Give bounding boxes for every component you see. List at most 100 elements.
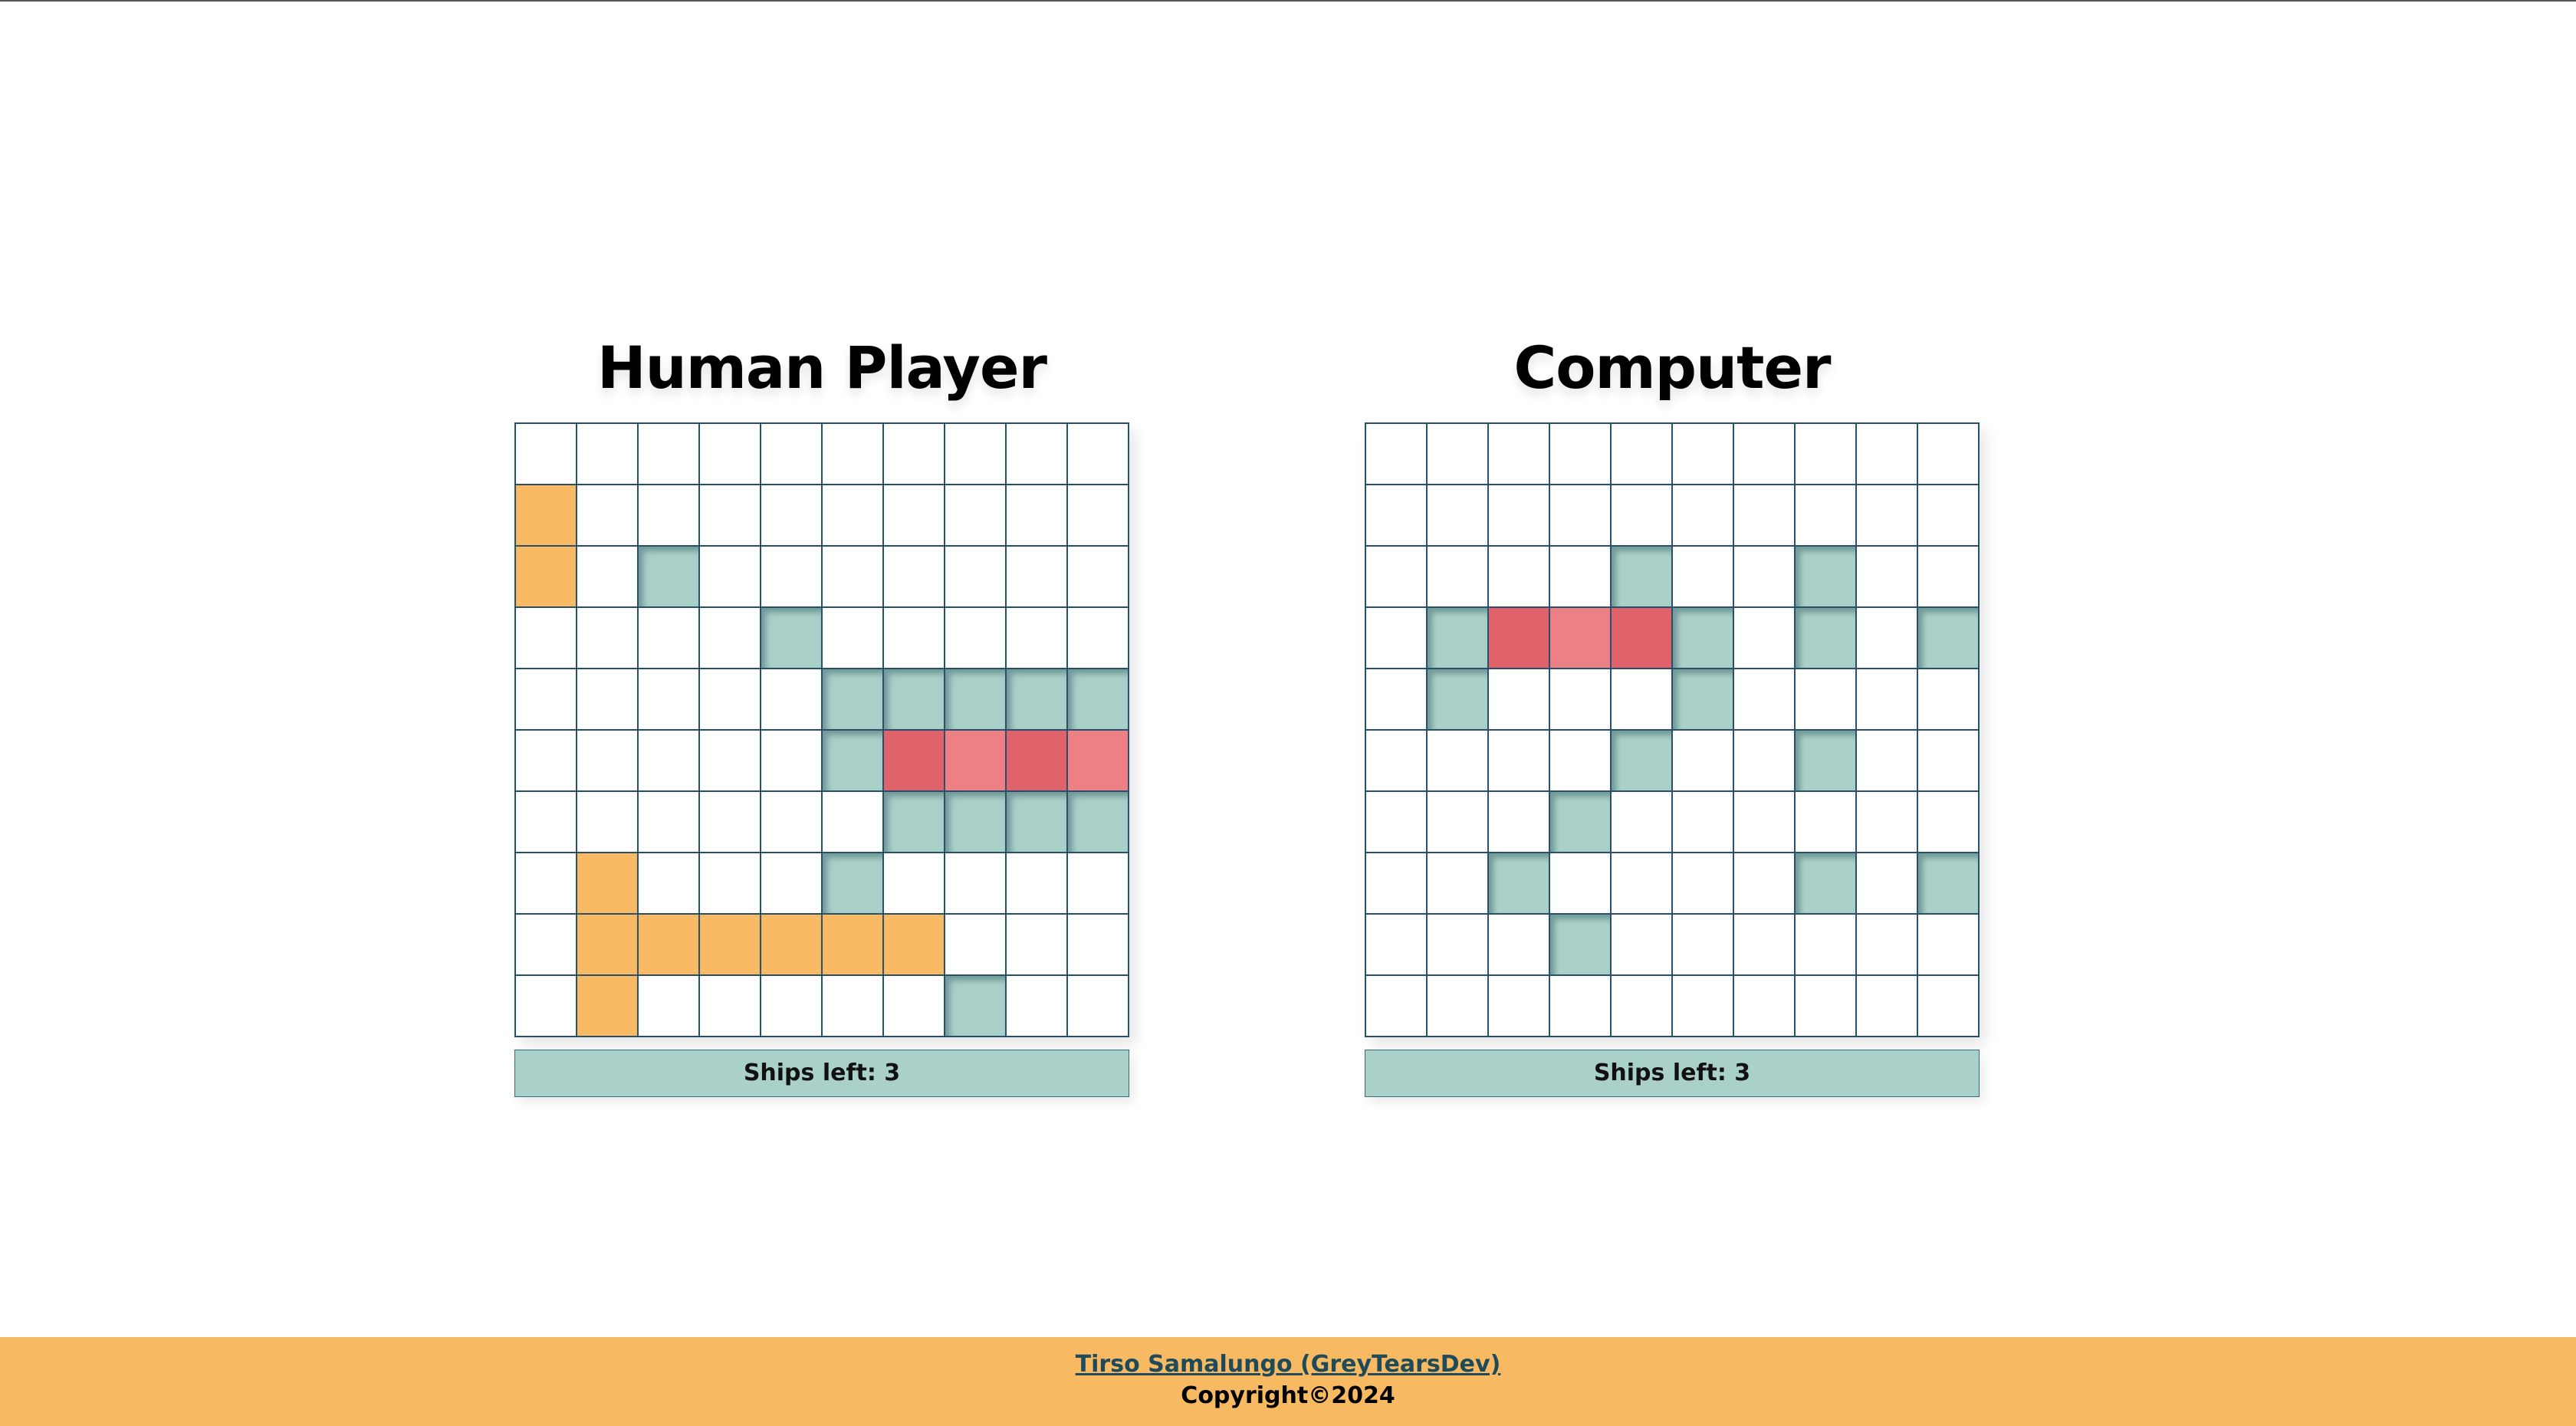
computer-cell-4-8[interactable] [1856, 669, 1917, 730]
computer-cell-6-6[interactable] [1733, 791, 1795, 853]
computer-cell-7-0[interactable] [1365, 853, 1427, 914]
computer-cell-3-2[interactable] [1488, 607, 1549, 669]
computer-cell-4-0[interactable] [1365, 669, 1427, 730]
computer-cell-6-9[interactable] [1917, 791, 1979, 853]
computer-cell-2-4[interactable] [1611, 546, 1672, 607]
computer-cell-6-5[interactable] [1672, 791, 1733, 853]
computer-cell-5-1[interactable] [1427, 730, 1488, 791]
computer-cell-3-8[interactable] [1856, 607, 1917, 669]
computer-cell-4-1[interactable] [1427, 669, 1488, 730]
computer-cell-9-5[interactable] [1672, 975, 1733, 1037]
computer-cell-2-1[interactable] [1427, 546, 1488, 607]
computer-cell-2-5[interactable] [1672, 546, 1733, 607]
computer-cell-6-1[interactable] [1427, 791, 1488, 853]
computer-cell-9-8[interactable] [1856, 975, 1917, 1037]
computer-cell-1-4[interactable] [1611, 485, 1672, 546]
computer-cell-8-4[interactable] [1611, 914, 1672, 975]
computer-cell-6-4[interactable] [1611, 791, 1672, 853]
computer-cell-5-2[interactable] [1488, 730, 1549, 791]
computer-cell-4-3[interactable] [1549, 669, 1611, 730]
computer-cell-7-7[interactable] [1795, 853, 1856, 914]
computer-cell-4-2[interactable] [1488, 669, 1549, 730]
computer-cell-9-3[interactable] [1549, 975, 1611, 1037]
computer-cell-3-3[interactable] [1549, 607, 1611, 669]
computer-cell-4-5[interactable] [1672, 669, 1733, 730]
computer-cell-2-7[interactable] [1795, 546, 1856, 607]
computer-cell-0-6[interactable] [1733, 423, 1795, 485]
computer-cell-0-3[interactable] [1549, 423, 1611, 485]
computer-cell-7-8[interactable] [1856, 853, 1917, 914]
computer-cell-8-5[interactable] [1672, 914, 1733, 975]
computer-cell-9-7[interactable] [1795, 975, 1856, 1037]
computer-cell-6-8[interactable] [1856, 791, 1917, 853]
computer-cell-9-0[interactable] [1365, 975, 1427, 1037]
computer-cell-5-3[interactable] [1549, 730, 1611, 791]
computer-cell-0-1[interactable] [1427, 423, 1488, 485]
computer-cell-0-8[interactable] [1856, 423, 1917, 485]
computer-cell-7-1[interactable] [1427, 853, 1488, 914]
computer-cell-0-9[interactable] [1917, 423, 1979, 485]
computer-cell-4-6[interactable] [1733, 669, 1795, 730]
computer-cell-7-6[interactable] [1733, 853, 1795, 914]
computer-cell-4-9[interactable] [1917, 669, 1979, 730]
computer-cell-8-3[interactable] [1549, 914, 1611, 975]
computer-cell-3-1[interactable] [1427, 607, 1488, 669]
computer-cell-5-4[interactable] [1611, 730, 1672, 791]
computer-cell-6-0[interactable] [1365, 791, 1427, 853]
computer-cell-2-9[interactable] [1917, 546, 1979, 607]
computer-cell-2-0[interactable] [1365, 546, 1427, 607]
computer-cell-8-9[interactable] [1917, 914, 1979, 975]
computer-cell-6-2[interactable] [1488, 791, 1549, 853]
computer-cell-1-2[interactable] [1488, 485, 1549, 546]
computer-cell-8-2[interactable] [1488, 914, 1549, 975]
computer-cell-9-9[interactable] [1917, 975, 1979, 1037]
computer-cell-1-1[interactable] [1427, 485, 1488, 546]
computer-cell-1-7[interactable] [1795, 485, 1856, 546]
computer-cell-7-5[interactable] [1672, 853, 1733, 914]
computer-cell-1-3[interactable] [1549, 485, 1611, 546]
computer-cell-8-1[interactable] [1427, 914, 1488, 975]
computer-cell-2-6[interactable] [1733, 546, 1795, 607]
computer-cell-1-0[interactable] [1365, 485, 1427, 546]
computer-cell-1-8[interactable] [1856, 485, 1917, 546]
computer-cell-9-1[interactable] [1427, 975, 1488, 1037]
computer-cell-7-3[interactable] [1549, 853, 1611, 914]
computer-cell-0-5[interactable] [1672, 423, 1733, 485]
computer-cell-0-0[interactable] [1365, 423, 1427, 485]
computer-cell-3-6[interactable] [1733, 607, 1795, 669]
computer-cell-9-4[interactable] [1611, 975, 1672, 1037]
computer-cell-8-7[interactable] [1795, 914, 1856, 975]
computer-cell-4-4[interactable] [1611, 669, 1672, 730]
author-link[interactable]: Tirso Samalungo (GreyTearsDev) [1075, 1351, 1501, 1378]
computer-cell-8-6[interactable] [1733, 914, 1795, 975]
computer-cell-3-0[interactable] [1365, 607, 1427, 669]
computer-cell-8-0[interactable] [1365, 914, 1427, 975]
computer-cell-9-2[interactable] [1488, 975, 1549, 1037]
computer-cell-3-4[interactable] [1611, 607, 1672, 669]
computer-cell-4-7[interactable] [1795, 669, 1856, 730]
computer-cell-5-0[interactable] [1365, 730, 1427, 791]
computer-cell-0-4[interactable] [1611, 423, 1672, 485]
computer-cell-6-7[interactable] [1795, 791, 1856, 853]
computer-cell-1-6[interactable] [1733, 485, 1795, 546]
computer-cell-3-9[interactable] [1917, 607, 1979, 669]
computer-cell-7-4[interactable] [1611, 853, 1672, 914]
computer-cell-1-5[interactable] [1672, 485, 1733, 546]
computer-cell-5-6[interactable] [1733, 730, 1795, 791]
computer-cell-5-8[interactable] [1856, 730, 1917, 791]
computer-cell-5-9[interactable] [1917, 730, 1979, 791]
computer-cell-7-9[interactable] [1917, 853, 1979, 914]
computer-cell-2-8[interactable] [1856, 546, 1917, 607]
computer-cell-3-5[interactable] [1672, 607, 1733, 669]
computer-cell-3-7[interactable] [1795, 607, 1856, 669]
computer-cell-5-5[interactable] [1672, 730, 1733, 791]
computer-cell-1-9[interactable] [1917, 485, 1979, 546]
computer-cell-5-7[interactable] [1795, 730, 1856, 791]
computer-cell-2-3[interactable] [1549, 546, 1611, 607]
computer-cell-0-2[interactable] [1488, 423, 1549, 485]
computer-cell-2-2[interactable] [1488, 546, 1549, 607]
computer-cell-9-6[interactable] [1733, 975, 1795, 1037]
computer-cell-7-2[interactable] [1488, 853, 1549, 914]
computer-cell-0-7[interactable] [1795, 423, 1856, 485]
computer-cell-8-8[interactable] [1856, 914, 1917, 975]
